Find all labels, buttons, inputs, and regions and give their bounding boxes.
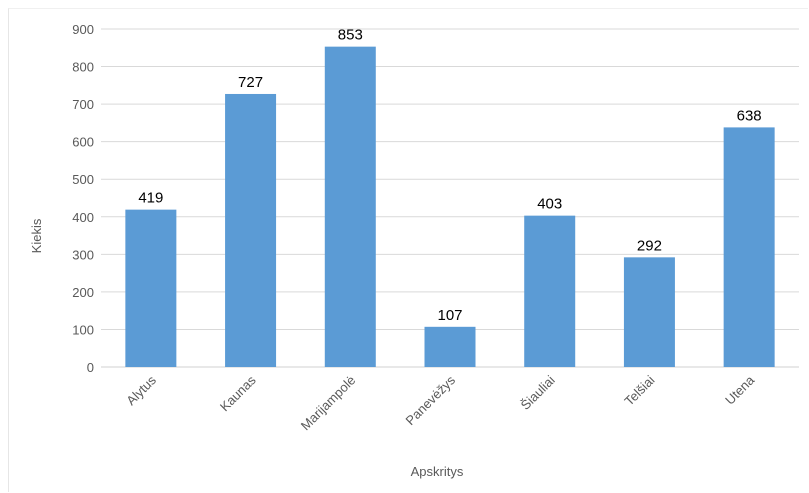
y-tick-label: 300	[72, 247, 94, 262]
data-label: 419	[138, 190, 163, 207]
data-label: 107	[437, 307, 462, 324]
bars	[125, 46, 775, 368]
chart-frame	[8, 8, 808, 492]
data-label: 638	[737, 107, 762, 124]
x-axis-categories: Alytus Kaunas Marijampolė Panevėžys Šiauliai…	[123, 372, 757, 433]
y-tick-label: 700	[72, 97, 94, 112]
bar-šiauliai	[524, 215, 576, 367]
y-tick-label: 800	[72, 60, 94, 75]
y-tick-label: 100	[72, 322, 94, 337]
x-category-label: Telšiai	[621, 372, 657, 408]
y-tick-label: 500	[72, 172, 94, 187]
bar-alytus	[125, 209, 177, 367]
y-tick-label: 400	[72, 210, 94, 225]
y-tick-label: 600	[72, 135, 94, 150]
bar-utena	[723, 127, 775, 367]
x-category-label: Alytus	[123, 372, 159, 408]
x-category-label: Utena	[722, 372, 758, 408]
bar-panevėžys	[424, 326, 476, 367]
data-labels: 419 727 853 107 403 292 638	[138, 27, 761, 324]
y-tick-label: 900	[72, 22, 94, 37]
x-category-label: Kaunas	[217, 372, 259, 414]
bar-kaunas	[225, 93, 277, 368]
data-label: 403	[537, 196, 562, 213]
bar-telšiai	[623, 257, 675, 367]
y-tick-label: 200	[72, 285, 94, 300]
data-label: 853	[338, 27, 363, 44]
x-category-label: Marijampolė	[298, 373, 359, 434]
x-category-label: Šiauliai	[518, 372, 558, 412]
y-tick-label: 0	[87, 360, 94, 375]
bar-marijampolė	[324, 46, 376, 367]
x-axis-title: Apskritys	[411, 464, 464, 479]
x-category-label: Panevėžys	[403, 372, 459, 428]
data-label: 727	[238, 74, 263, 91]
y-axis-title: Kiekis	[29, 218, 44, 253]
y-axis-ticks: 0 100 200 300 400 500 600 700 800 900	[72, 22, 94, 375]
data-label: 292	[637, 237, 662, 254]
